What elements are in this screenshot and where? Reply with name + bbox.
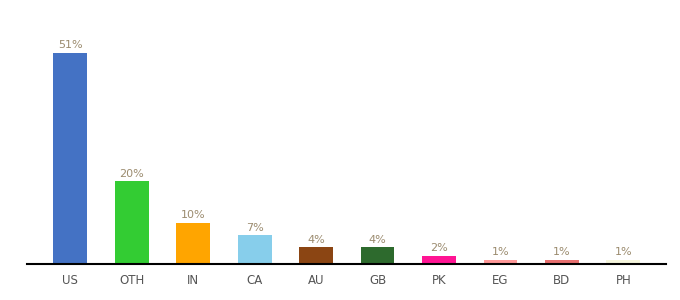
Text: 7%: 7% <box>245 223 263 232</box>
Bar <box>607 260 641 264</box>
Bar <box>299 248 333 264</box>
Text: 10%: 10% <box>181 210 205 220</box>
Bar <box>115 181 149 264</box>
Text: 4%: 4% <box>369 235 386 245</box>
Text: 1%: 1% <box>615 248 632 257</box>
Bar <box>545 260 579 264</box>
Bar <box>360 248 394 264</box>
Text: 1%: 1% <box>492 248 509 257</box>
Bar <box>483 260 517 264</box>
Text: 2%: 2% <box>430 243 448 253</box>
Text: 51%: 51% <box>58 40 82 50</box>
Bar <box>422 256 456 264</box>
Text: 1%: 1% <box>553 248 571 257</box>
Bar <box>53 53 87 264</box>
Bar <box>238 235 271 264</box>
Bar <box>176 223 210 264</box>
Text: 20%: 20% <box>119 169 144 179</box>
Text: 4%: 4% <box>307 235 325 245</box>
